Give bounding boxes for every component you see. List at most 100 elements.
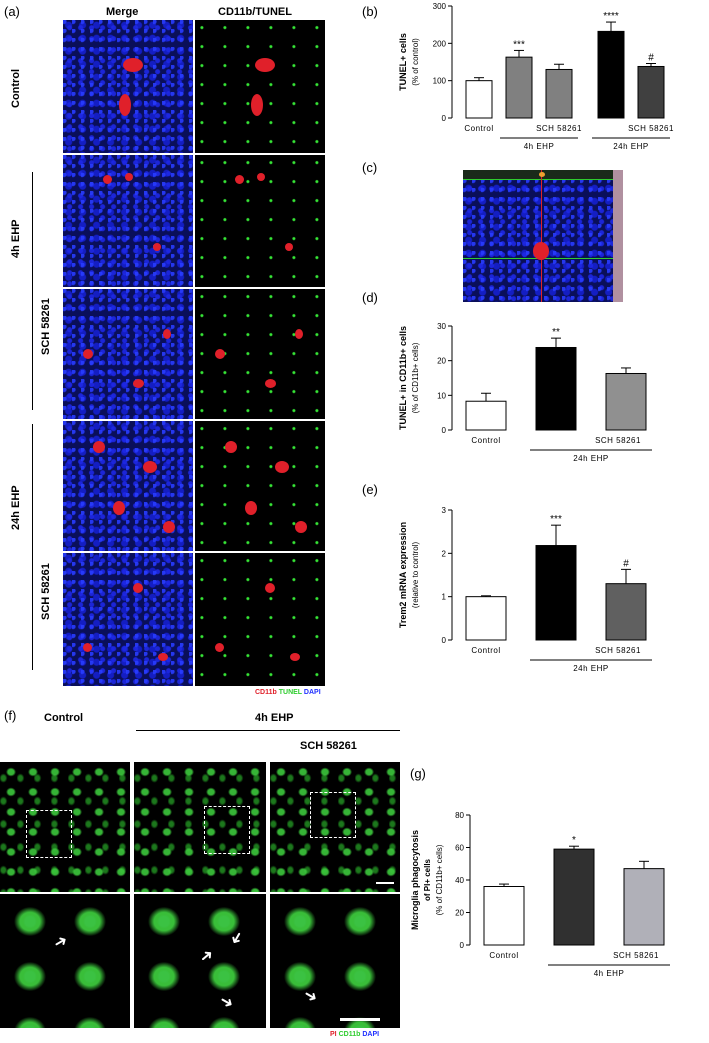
panel-f-label: (f) — [4, 708, 17, 723]
category-label: SCH 58261 — [613, 951, 659, 960]
bar — [597, 30, 625, 119]
panel-d-label: (d) — [362, 290, 378, 305]
row-label-4h-ehp: 4h EHP — [10, 219, 22, 258]
y-tick-label: 0 — [442, 636, 447, 645]
row-label-control: Control — [10, 68, 22, 108]
group-label: 4h EHP — [594, 969, 625, 978]
f-col-header-sch: SCH 58261 — [300, 740, 357, 752]
category-label: Control — [464, 124, 493, 133]
image-4h-sch-merge — [63, 289, 193, 419]
category-label: Control — [471, 436, 500, 445]
bar — [465, 80, 493, 119]
chart-e: 0 1 2 3 Trem2 mRNA expression (relative to co… — [398, 506, 652, 673]
category-label: Control — [471, 646, 500, 655]
row-label-24h-ehp: 24h EHP — [10, 485, 22, 530]
category-label: SCH 58261 — [628, 124, 674, 133]
y-axis-label: Trem2 mRNA expression — [398, 522, 408, 628]
y-tick-label: 40 — [455, 876, 464, 885]
y-axis-label: of PI+ cells — [423, 858, 432, 901]
arrow-icon: ➜ — [225, 927, 247, 948]
panel-a-label: (a) — [4, 4, 20, 19]
legend-tunel: TUNEL — [278, 689, 302, 696]
panel-g-label: (g) — [410, 766, 426, 781]
f-col-header-4h-ehp: 4h EHP — [255, 712, 294, 724]
y-tick-label: 0 — [442, 426, 447, 435]
col-header-merge: Merge — [106, 6, 139, 18]
chart-g: 0 20 40 60 80 Microglia phagocytosis of PI+ ce… — [410, 811, 670, 978]
y-axis-label: (% of CD11b+ cells) — [411, 342, 420, 413]
image-orthogonal-view — [463, 170, 623, 302]
image-24h-sch-cd11b-tunel — [195, 553, 325, 686]
significance-label: * — [572, 835, 576, 846]
y-tick-label: 2 — [442, 549, 447, 558]
significance-label: ** — [552, 327, 560, 338]
y-tick-label: 200 — [433, 39, 447, 48]
significance-label: *** — [550, 514, 562, 525]
image-f-4h-zoom: ➜ ➜ ➜ — [134, 894, 266, 1028]
bar — [605, 583, 647, 641]
zoom-region-box — [310, 792, 356, 838]
image-4h-sch-cd11b-tunel — [195, 289, 325, 419]
bar — [637, 65, 665, 119]
row-label-sch-24h: SCH 58261 — [40, 563, 52, 620]
legend-cd11b: CD11b — [338, 1031, 361, 1038]
panel-c-label: (c) — [362, 160, 378, 175]
scale-bar — [376, 882, 394, 884]
legend-dapi: DAPI — [362, 1031, 380, 1038]
image-f-control-zoom: ➜ — [0, 894, 130, 1028]
image-24h-cd11b-tunel — [195, 421, 325, 551]
category-label: SCH 58261 — [595, 646, 641, 655]
y-tick-label: 20 — [437, 357, 446, 366]
y-tick-label: 60 — [455, 844, 464, 853]
y-tick-label: 1 — [442, 593, 447, 602]
chart-d: 0 10 20 30 TUNEL+ in CD11b+ cells (% of CD11b… — [398, 322, 652, 463]
bar — [535, 346, 577, 431]
chart-b: 0 100 200 300 TUNEL+ cells (% of control) Cont… — [398, 2, 674, 151]
y-axis-label: Microglia phagocytosis — [410, 830, 420, 930]
group-label: 24h EHP — [613, 142, 649, 151]
y-tick-label: 0 — [442, 114, 447, 123]
image-control-cd11b-tunel — [195, 20, 325, 153]
arrow-icon: ➜ — [300, 985, 321, 1008]
y-tick-label: 10 — [437, 391, 446, 400]
bar — [465, 596, 507, 641]
y-tick-label: 20 — [455, 909, 464, 918]
y-tick-label: 80 — [455, 811, 464, 820]
bar — [623, 868, 665, 946]
category-label: SCH 58261 — [595, 436, 641, 445]
arrow-icon: ➜ — [196, 945, 218, 968]
y-axis-label: TUNEL+ in CD11b+ cells — [398, 326, 408, 430]
bar — [545, 68, 573, 119]
significance-label: # — [623, 558, 629, 569]
group-label: 24h EHP — [573, 664, 609, 673]
panel-a-legend: CD11b TUNEL DAPI — [255, 689, 321, 696]
legend-dapi: DAPI — [303, 689, 321, 696]
scale-bar — [340, 1018, 380, 1021]
image-4h-cd11b-tunel — [195, 155, 325, 287]
image-f-sch — [270, 762, 400, 892]
image-f-sch-zoom: ➜ — [270, 894, 400, 1028]
image-control-merge — [63, 20, 193, 153]
legend-cd11b: CD11b — [255, 689, 277, 696]
category-label: SCH 58261 — [536, 124, 582, 133]
bar — [605, 372, 647, 431]
group-label: 24h EHP — [573, 454, 609, 463]
col-header-cd11b-tunel: CD11b/TUNEL — [218, 6, 292, 18]
image-f-control — [0, 762, 130, 892]
significance-label: **** — [603, 11, 619, 22]
bracket-4h-ehp — [32, 172, 33, 410]
f-bracket-4h-ehp — [136, 730, 400, 731]
bracket-24h-ehp — [32, 424, 33, 670]
panel-f-legend: PI CD11b DAPI — [330, 1031, 379, 1038]
y-axis-label: TUNEL+ cells — [398, 33, 408, 91]
arrow-icon: ➜ — [50, 931, 72, 954]
arrow-icon: ➜ — [216, 991, 237, 1014]
y-tick-label: 100 — [433, 77, 447, 86]
image-f-4h — [134, 762, 266, 892]
bar — [505, 56, 533, 119]
significance-label: *** — [513, 39, 525, 50]
y-axis-label: (% of CD11b+ cells) — [435, 844, 444, 915]
f-col-header-control: Control — [44, 712, 84, 724]
y-axis-label: (relative to control) — [411, 542, 420, 609]
y-axis-label: (% of control) — [411, 38, 420, 86]
